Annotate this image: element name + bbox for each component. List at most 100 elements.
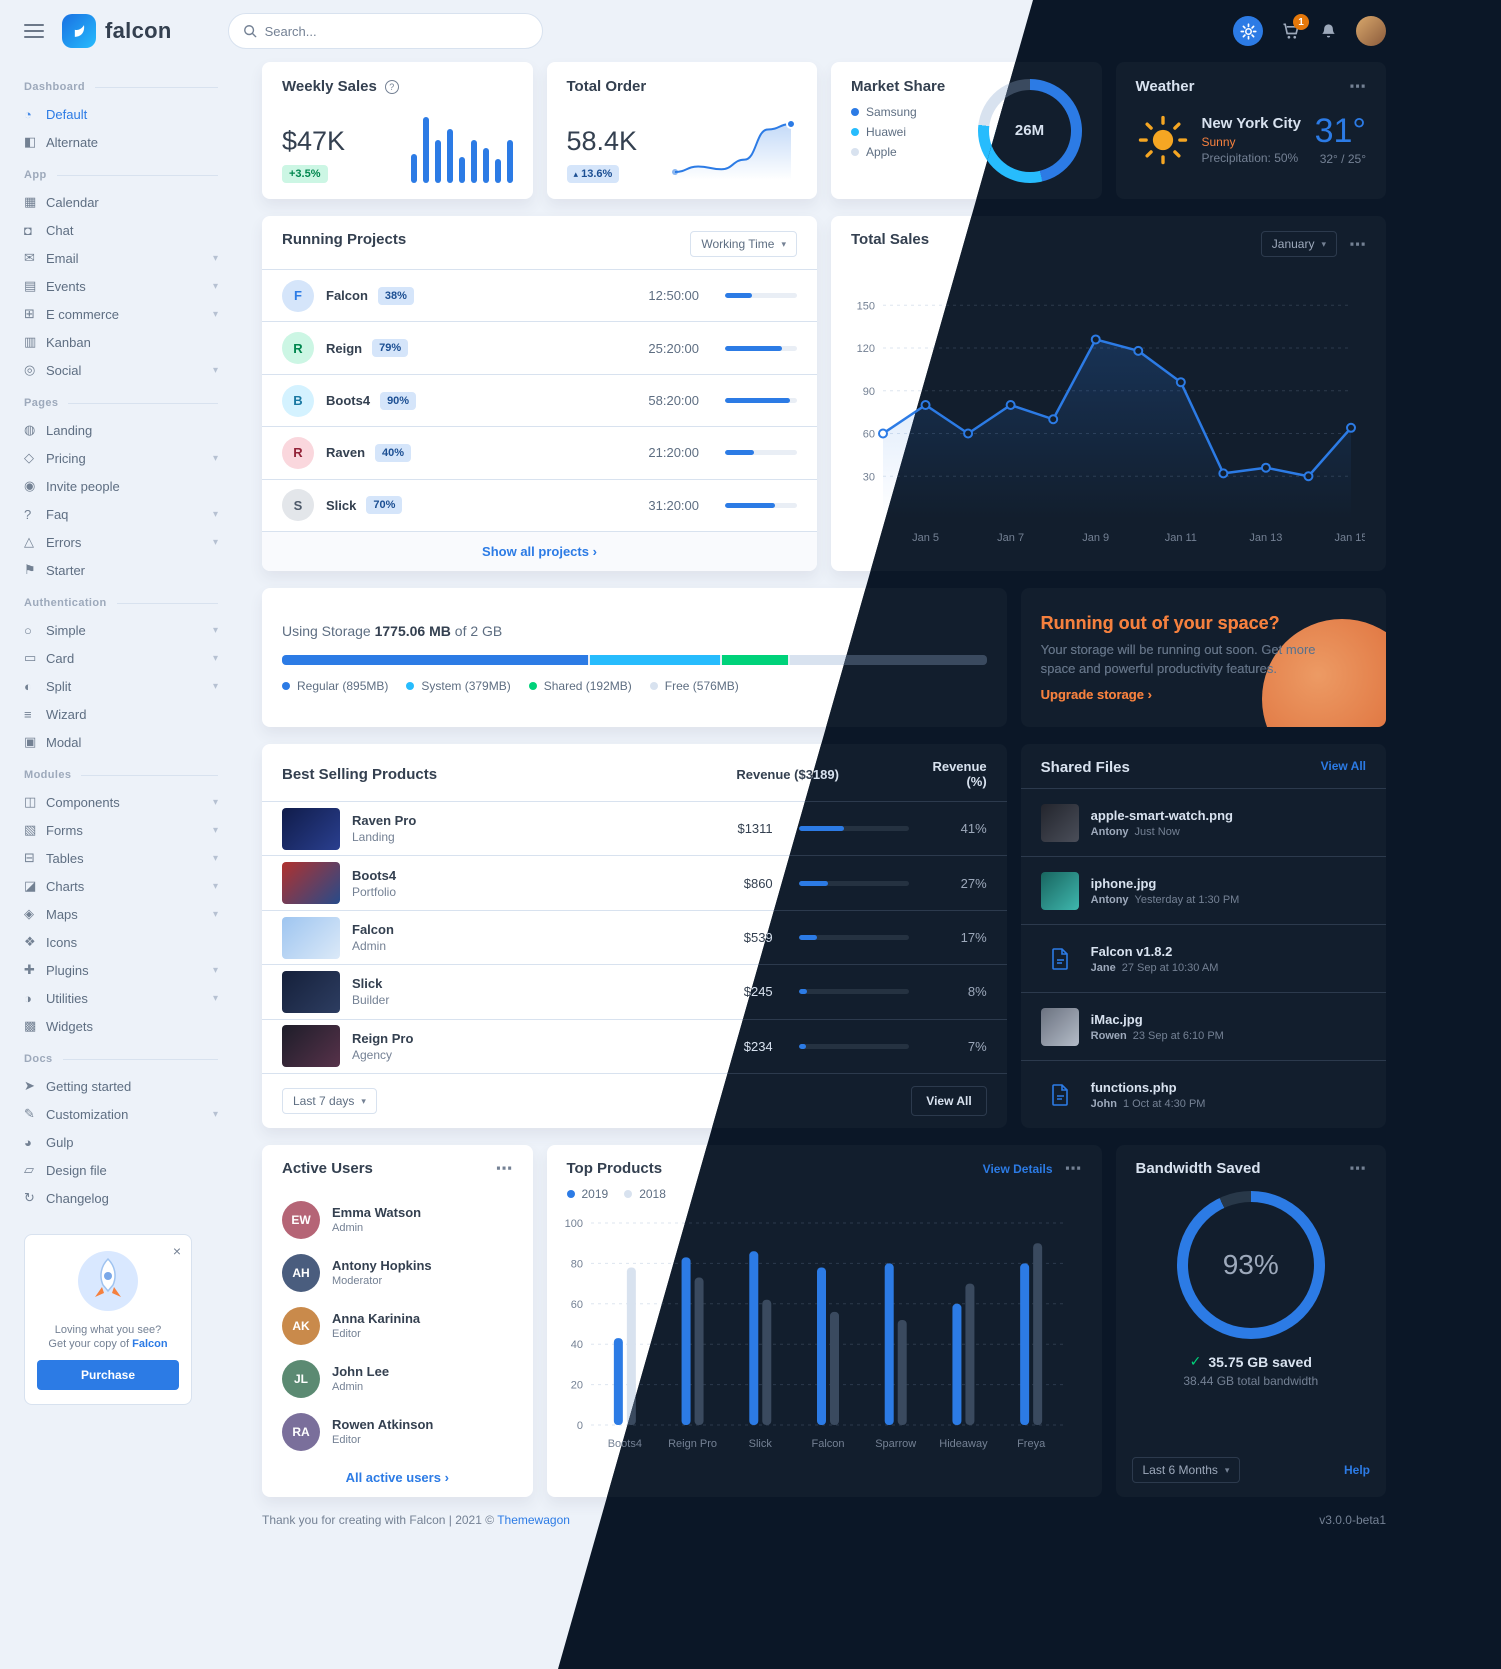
sidebar-item[interactable]: ✉ Email ▾ (24, 250, 218, 266)
file-item[interactable]: apple-smart-watch.png Antony Just Now (1020, 789, 1386, 857)
sidebar-item[interactable]: ➤ Getting started (24, 1078, 132, 1094)
file-name: iMac.jpg (1090, 1011, 1143, 1027)
bar-chart-icon: ◧ (24, 134, 37, 149)
sidebar-item[interactable]: ◍ Landing (24, 422, 93, 438)
footer-version: v3.0.0-beta1 (1319, 1513, 1386, 1527)
sidebar-item[interactable]: ▥ Kanban (24, 334, 91, 350)
user-item[interactable]: AH Antony Hopkins Moderator (262, 1246, 533, 1299)
bandwidth-total: 38.44 GB total bandwidth (1183, 1374, 1319, 1388)
view-all-button[interactable]: View All (911, 1086, 987, 1116)
card-menu-button[interactable]: ⋯ (495, 1159, 513, 1178)
sidebar-item[interactable]: ○ Simple ▾ (24, 622, 218, 638)
components-icon: ◫ (24, 794, 37, 809)
search-input[interactable] (264, 23, 528, 39)
sidebar-item[interactable]: ▩ Widgets (24, 1018, 93, 1034)
user-item[interactable]: AK Anna Karinina Editor (262, 1299, 533, 1352)
purchase-button[interactable]: Purchase (37, 1360, 179, 1390)
sidebar-item[interactable]: ? Faq ▾ (24, 506, 218, 522)
svg-text:Sparrow: Sparrow (875, 1438, 916, 1450)
sidebar-item[interactable]: ❖ Icons (24, 934, 78, 950)
nav-section: Modules ◫ Components ▾ (24, 769, 218, 1040)
chevron-down-icon: ▾ (1224, 1464, 1230, 1475)
sidebar-item[interactable]: ◕ Gulp (24, 1134, 74, 1150)
market-share-legend: Samsung Huawei (851, 105, 945, 159)
project-row[interactable]: R Raven 40% 21:20:00 (262, 427, 817, 480)
file-item[interactable]: functions.php John 1 Oct at 4:30 PM (1021, 1061, 1386, 1128)
sidebar-item[interactable]: ◔ Default (24, 106, 88, 122)
user-item[interactable]: JL John Lee Admin (262, 1352, 533, 1405)
nav-section: Docs ➤ Getting started (24, 1053, 218, 1212)
user-avatar[interactable] (1356, 16, 1386, 46)
files-list: apple-smart-watch.png Antony Just Now (1020, 789, 1386, 1128)
promo-text-2: Get your copy of Falcon (48, 1338, 168, 1350)
sidebar-item[interactable]: ▣ Modal (24, 734, 82, 750)
period-select[interactable]: Last 7 days ▾ (282, 1088, 377, 1114)
sidebar-item[interactable]: ◧ Alternate (24, 134, 99, 150)
sidebar-item[interactable]: ▤ Events ▾ (24, 278, 218, 294)
card-menu-button[interactable]: ⋯ (1349, 77, 1366, 96)
project-row[interactable]: F Falcon 38% 12:50:00 (262, 270, 817, 323)
svg-text:60: 60 (863, 429, 875, 441)
view-details-link[interactable]: View Details (982, 1161, 1053, 1176)
utilities-icon: ◑ (24, 990, 32, 1006)
sidebar-item[interactable]: ▭ Card ▾ (24, 650, 218, 666)
weather-precipitation: Precipitation: 50% (1201, 151, 1299, 165)
falcon-link[interactable]: Falcon (132, 1338, 168, 1350)
months-select[interactable]: Last 6 Months ▾ (1131, 1457, 1241, 1483)
product-row[interactable]: Raven Pro Landing $1311 41% (262, 802, 1007, 857)
product-row[interactable]: Reign Pro Agency $234 7% (558, 1020, 1007, 1073)
sidebar-item[interactable]: ⚑ Starter (24, 562, 86, 578)
info-icon[interactable]: ? (384, 79, 399, 94)
cart-button[interactable]: 1 (1281, 14, 1309, 41)
sidebar-item[interactable]: ◎ Social ▾ (24, 362, 218, 378)
view-all-files-link[interactable]: View All (1320, 759, 1366, 773)
sidebar-item[interactable]: ◈ Maps ▾ (24, 906, 218, 922)
sidebar-item[interactable]: ◘ Chat (24, 222, 74, 238)
close-icon[interactable]: × (172, 1243, 181, 1259)
sidebar-item[interactable]: ✎ Customization ▾ (24, 1106, 218, 1122)
sidebar-item[interactable]: ▦ Calendar (24, 194, 99, 210)
sidebar-item[interactable]: ⊟ Tables ▾ (24, 850, 218, 866)
file-item[interactable]: Falcon v1.8.2 Jane 27 Sep at 10:30 AM (1020, 925, 1386, 993)
sidebar-item[interactable]: ◫ Components ▾ (24, 794, 218, 810)
show-all-projects-link[interactable]: Show all projects › (262, 531, 817, 571)
themewagon-link[interactable]: Themewagon (497, 1513, 570, 1527)
sidebar-item[interactable]: ↻ Changelog (24, 1190, 109, 1206)
sidebar-item[interactable]: ≡ Wizard (24, 706, 87, 722)
projects-list: F Falcon 38% 12:50:00 R Reign (262, 270, 817, 531)
sidebar-item[interactable]: ◇ Pricing ▾ (24, 450, 218, 466)
hamburger-menu-button[interactable] (24, 24, 44, 38)
file-item[interactable]: iMac.jpg Rowen 23 Sep at 6:10 PM (1020, 993, 1386, 1061)
project-progress-badge: 90% (380, 391, 417, 410)
all-active-users-link[interactable]: All active users › (345, 1470, 449, 1485)
upgrade-storage-link[interactable]: Upgrade storage › (1040, 686, 1152, 702)
card-menu-button[interactable]: ⋯ (1064, 1159, 1082, 1178)
svg-text:Jan 5: Jan 5 (912, 532, 939, 544)
file-item[interactable]: iphone.jpg Antony Yesterday at 1:30 PM (1020, 857, 1386, 925)
sidebar-item[interactable]: △ Errors ▾ (24, 534, 218, 550)
sidebar-item[interactable]: ⊞ E commerce ▾ (24, 306, 218, 322)
month-select[interactable]: January ▾ (1260, 231, 1337, 257)
card-menu-button[interactable]: ⋯ (1349, 234, 1366, 254)
sidebar-item[interactable]: ◉ Invite people (24, 478, 120, 494)
notifications-bell-button[interactable] (1319, 22, 1338, 41)
sidebar-item[interactable]: ▱ Design file (24, 1162, 107, 1178)
project-row[interactable]: S Slick 70% 31:20:00 (262, 480, 817, 531)
working-time-select[interactable]: Working Time ▾ (690, 231, 797, 257)
project-row[interactable]: B Boots4 90% 58:20:00 (262, 375, 817, 428)
card-menu-button[interactable]: ⋯ (1349, 1159, 1366, 1178)
user-item[interactable]: EW Emma Watson Admin (262, 1193, 533, 1246)
user-item[interactable]: RA Rowen Atkinson Editor (262, 1405, 533, 1458)
help-link[interactable]: Help (1343, 1463, 1370, 1477)
sidebar-item[interactable]: ◐ Split ▾ (24, 678, 218, 694)
upgrade-storage-link[interactable]: Upgrade storage › (1040, 686, 1152, 702)
search-box[interactable] (227, 13, 543, 49)
sidebar-item[interactable]: ◪ Charts ▾ (24, 878, 218, 894)
sidebar-item[interactable]: ▧ Forms ▾ (24, 822, 218, 838)
project-row[interactable]: R Reign 79% 25:20:00 (262, 322, 817, 375)
settings-gear-button[interactable] (1233, 16, 1263, 46)
sidebar-item[interactable]: ✚ Plugins ▾ (24, 962, 218, 978)
sidebar-item[interactable]: ◑ Utilities ▾ (24, 990, 218, 1006)
brand-logo[interactable]: falcon (62, 14, 172, 48)
storage-upsell-card: Running out of your space? Your storage … (1020, 588, 1386, 727)
